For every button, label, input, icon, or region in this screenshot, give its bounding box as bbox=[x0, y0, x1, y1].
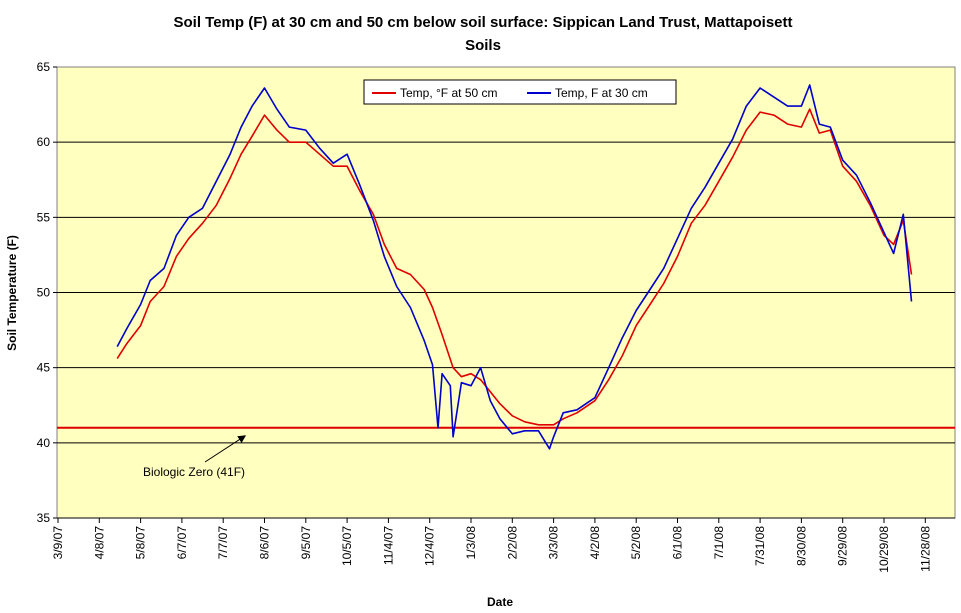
annotation-text: Biologic Zero (41F) bbox=[143, 465, 245, 479]
x-tick-label-20: 10/29/08 bbox=[877, 526, 891, 573]
x-tick-label-11: 2/2/08 bbox=[505, 526, 519, 560]
x-tick-label-7: 10/5/07 bbox=[340, 526, 354, 566]
x-tick-label-14: 5/2/08 bbox=[629, 526, 643, 560]
series-line-50cm bbox=[116, 108, 913, 426]
y-tick-label-40: 40 bbox=[37, 436, 51, 450]
series-lines bbox=[116, 84, 913, 450]
x-tick-label-5: 8/6/07 bbox=[258, 526, 272, 560]
x-tick-label-8: 11/4/07 bbox=[381, 526, 395, 565]
biologic-zero-annotation: Biologic Zero (41F) bbox=[143, 435, 247, 479]
annotation-arrow bbox=[204, 435, 247, 463]
x-axis-label: Date bbox=[487, 595, 513, 609]
y-axis-ticks: 35 40 45 50 55 60 65 bbox=[37, 60, 57, 525]
x-tick-label-6: 9/5/07 bbox=[299, 526, 313, 560]
y-tick-label-65: 65 bbox=[37, 60, 51, 74]
x-axis-ticks: 3/9/07 4/8/07 5/8/07 6/7/07 7/7/07 8/6/07 9/5/… bbox=[51, 517, 955, 573]
series-line-30cm bbox=[116, 84, 913, 450]
legend-label-30cm: Temp, F at 30 cm bbox=[555, 86, 648, 100]
x-tick-label-4: 7/7/07 bbox=[216, 526, 230, 560]
x-tick-label-12: 3/3/08 bbox=[547, 526, 561, 560]
x-tick-label-18: 8/30/08 bbox=[794, 526, 808, 566]
y-tick-label-55: 55 bbox=[37, 210, 51, 224]
chart-title: Soil Temp (F) at 30 cm and 50 cm below s… bbox=[173, 14, 792, 31]
chart-title-line2: Soils bbox=[465, 37, 501, 54]
legend-label-50cm: Temp, °F at 50 cm bbox=[400, 86, 498, 100]
y-tick-label-50: 50 bbox=[37, 286, 51, 300]
x-tick-label-10: 1/3/08 bbox=[464, 526, 478, 560]
x-tick-label-19: 9/29/08 bbox=[836, 526, 850, 566]
x-tick-label-2: 5/8/07 bbox=[134, 526, 148, 560]
x-tick-label-13: 4/2/08 bbox=[588, 526, 602, 560]
x-tick-label-21: 11/28/08 bbox=[918, 526, 932, 572]
x-tick-label-3: 6/7/07 bbox=[175, 526, 189, 560]
gridlines bbox=[57, 141, 955, 444]
y-axis-label: Soil Temperature (F) bbox=[5, 235, 19, 351]
legend-box bbox=[363, 79, 677, 105]
legend: Temp, °F at 50 cm Temp, F at 30 cm bbox=[363, 79, 677, 105]
x-tick-label-16: 7/1/08 bbox=[712, 526, 726, 560]
y-tick-label-35: 35 bbox=[37, 511, 51, 525]
x-tick-label-9: 12/4/07 bbox=[423, 526, 437, 566]
x-tick-label-15: 6/1/08 bbox=[671, 526, 685, 560]
x-tick-label-1: 4/8/07 bbox=[92, 526, 106, 560]
y-tick-label-60: 60 bbox=[37, 135, 51, 149]
x-tick-label-17: 7/31/08 bbox=[753, 526, 767, 566]
y-tick-label-45: 45 bbox=[37, 361, 51, 375]
x-tick-label-0: 3/9/07 bbox=[51, 526, 65, 560]
